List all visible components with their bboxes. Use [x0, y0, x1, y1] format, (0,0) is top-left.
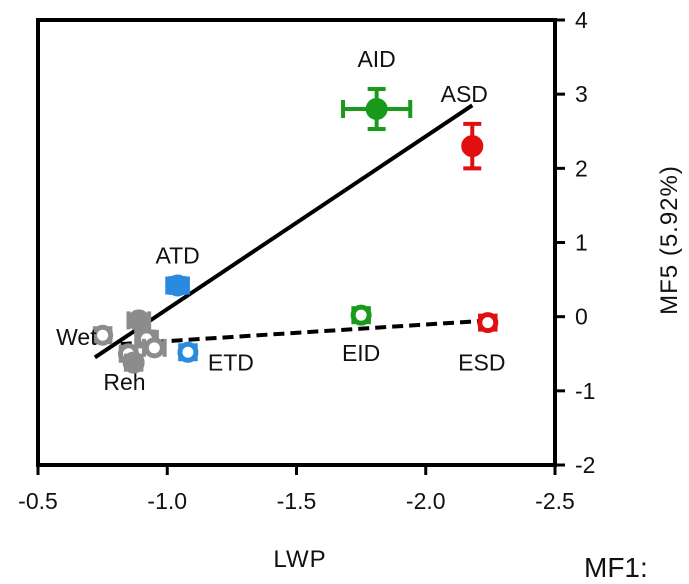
point-label: Wet [56, 324, 97, 350]
y-tick-label: 3 [575, 81, 588, 107]
point-marker [365, 98, 388, 120]
y-tick-label: 2 [575, 155, 588, 181]
point-label: AID [357, 46, 395, 72]
point-marker [177, 341, 199, 363]
point-marker [461, 135, 484, 158]
x-tick-label: -0.5 [18, 488, 58, 514]
y-tick-label: 1 [575, 230, 588, 256]
footer-text: MF1: [584, 552, 648, 583]
point-marker [143, 337, 165, 359]
point-marker [350, 304, 372, 326]
point-label: ESD [458, 350, 505, 376]
point-label: ASD [441, 81, 488, 107]
point-label: ATD [155, 243, 199, 269]
data-point: ETD [177, 341, 254, 375]
data-point: EID [342, 304, 380, 366]
x-tick-label: -1.5 [277, 488, 317, 514]
point-marker [127, 309, 150, 332]
x-tick-label: -2.5 [535, 488, 575, 514]
point-label: ETD [208, 349, 254, 375]
data-point: AID [341, 46, 413, 132]
y-tick-label: -2 [575, 452, 595, 478]
trend-line-dashed [120, 318, 491, 347]
y-tick-label: -1 [575, 378, 595, 404]
data-point: ATD [155, 243, 200, 297]
y-tick-label: 0 [575, 304, 588, 330]
x-axis-title: LWP [273, 546, 326, 573]
data-point: Wet [56, 324, 114, 350]
point-marker [477, 312, 499, 334]
point-marker [92, 324, 114, 346]
x-tick-label: -2.0 [406, 488, 446, 514]
point-marker [122, 351, 145, 374]
point-label: Reh [103, 369, 145, 395]
y-tick-label: 4 [575, 7, 588, 33]
data-point [126, 309, 152, 332]
trend-line-solid [93, 103, 474, 360]
y-axis-title: MF5 (5.92%) [656, 165, 683, 315]
data-point [141, 337, 167, 359]
chart-marks: -0.5 -1.0 -1.5 -2.0 -2.5-2 -1 0 1 2 3 4 AID ASD ATD EI… [18, 7, 595, 514]
x-tick-label: -1.0 [147, 488, 187, 514]
data-point: ESD [458, 312, 505, 376]
point-marker [166, 274, 189, 297]
data-point [122, 351, 145, 374]
data-point: ASD [441, 81, 488, 171]
point-label: EID [342, 340, 380, 366]
